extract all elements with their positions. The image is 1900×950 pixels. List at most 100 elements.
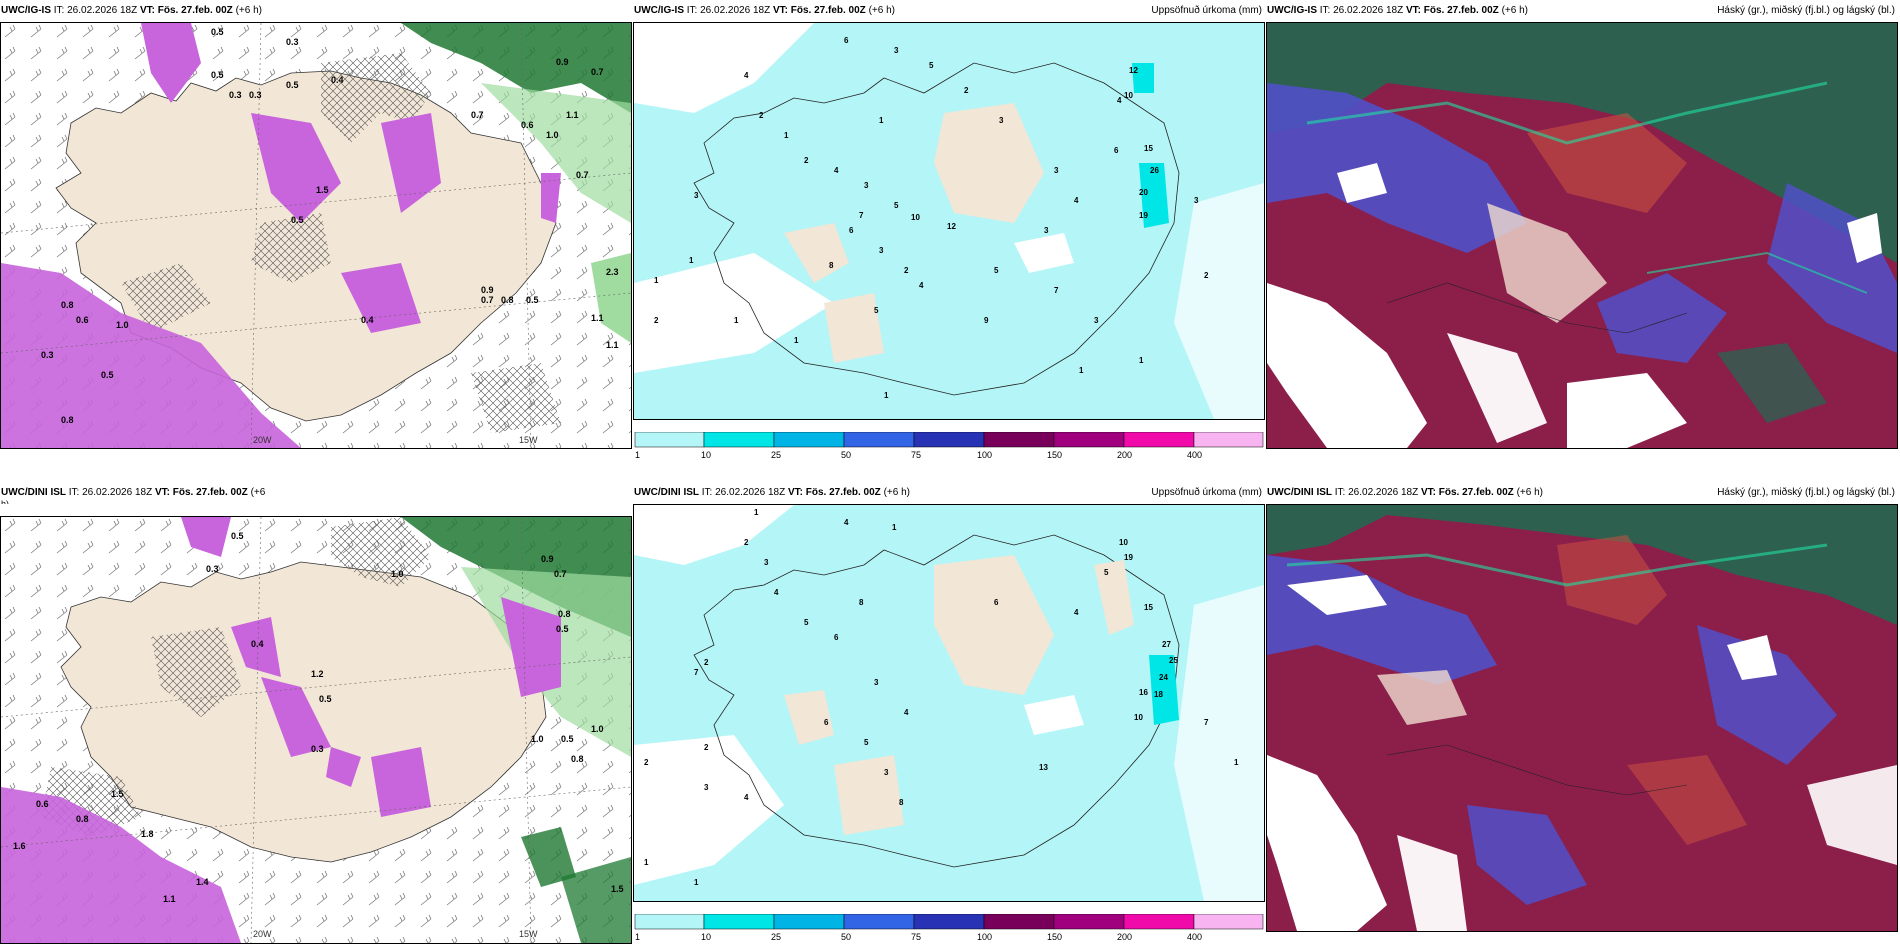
- panel-ig-is-wind-precip: UWC/IG-IS IT: 26.02.2026 18Z VT: Fös. 27…: [0, 0, 632, 465]
- colorbar-labels: 1 10 25 50 75 100 150 200 400: [635, 932, 1202, 942]
- svg-text:24: 24: [1159, 673, 1168, 682]
- vt-label: VT:: [772, 5, 788, 16]
- model-name: UWC/DINI ISL: [1267, 487, 1332, 498]
- panel-header: UWC/IG-IS IT: 26.02.2026 18Z VT: Fös. 27…: [0, 0, 632, 22]
- issue-time: 26.02.2026 18Z: [715, 487, 786, 498]
- map-value-labels: 0.5 0.3 0.5 0.3 0.3 0.5 0.4 0.7 1.1 0.9 …: [41, 27, 619, 425]
- svg-text:1: 1: [635, 932, 640, 942]
- svg-text:1.4: 1.4: [196, 877, 209, 887]
- svg-text:0.8: 0.8: [558, 609, 571, 619]
- panel-header: UWC/IG-IS IT: 26.02.2026 18Z VT: Fös. 27…: [1266, 0, 1898, 22]
- svg-text:4: 4: [844, 518, 849, 527]
- svg-text:10: 10: [701, 932, 711, 942]
- svg-text:3: 3: [879, 246, 884, 255]
- issue-time: 26.02.2026 18Z: [82, 487, 153, 498]
- svg-text:2: 2: [1204, 271, 1209, 280]
- svg-text:9: 9: [984, 316, 989, 325]
- lon-label-15w: 15W: [519, 929, 538, 939]
- svg-text:5: 5: [994, 266, 999, 275]
- svg-text:2: 2: [644, 758, 649, 767]
- svg-text:10: 10: [1119, 538, 1128, 547]
- svg-text:400: 400: [1187, 450, 1202, 460]
- precip-colorbar: 1 10 25 50 75 100 150 200 400: [633, 914, 1265, 944]
- map-area[interactable]: 1 4 1 2 3 4 5 6 7 8 2 3 4 5 3 6 8 10 15 …: [633, 504, 1265, 902]
- svg-text:0.3: 0.3: [249, 90, 262, 100]
- svg-text:1.0: 1.0: [546, 130, 559, 140]
- svg-text:0.9: 0.9: [481, 285, 494, 295]
- svg-text:4: 4: [919, 281, 924, 290]
- svg-text:4: 4: [834, 166, 839, 175]
- map-area[interactable]: 6 3 5 4 3 1 2 1 2 4 3 5 6 3 2 4 5 8 7 10: [633, 22, 1265, 420]
- svg-text:3: 3: [1094, 316, 1099, 325]
- svg-text:6: 6: [1114, 146, 1119, 155]
- issue-time: 26.02.2026 18Z: [67, 5, 138, 16]
- svg-text:0.9: 0.9: [541, 554, 554, 564]
- valid-time: Fös. 27.feb. 00Z: [1423, 5, 1499, 16]
- svg-text:400: 400: [1187, 932, 1202, 942]
- panel-dini-accum-precip: UWC/DINI ISL IT: 26.02.2026 18Z VT: Fös.…: [633, 482, 1265, 947]
- lon-label-20w: 20W: [253, 435, 272, 445]
- panel-header: UWC/DINI ISL IT: 26.02.2026 18Z VT: Fös.…: [0, 482, 632, 504]
- map-area[interactable]: [1266, 22, 1898, 449]
- svg-text:4: 4: [1074, 196, 1079, 205]
- svg-text:25: 25: [771, 932, 781, 942]
- svg-text:1.0: 1.0: [116, 320, 129, 330]
- svg-text:4: 4: [1074, 608, 1079, 617]
- svg-text:0.7: 0.7: [576, 170, 589, 180]
- svg-text:1.0: 1.0: [591, 724, 604, 734]
- svg-text:0.5: 0.5: [211, 70, 224, 80]
- svg-text:3: 3: [864, 181, 869, 190]
- svg-text:4: 4: [774, 588, 779, 597]
- svg-text:1: 1: [644, 858, 649, 867]
- lead-time: (+6 h): [1501, 5, 1528, 16]
- svg-text:1.5: 1.5: [111, 789, 124, 799]
- svg-text:1: 1: [1139, 356, 1144, 365]
- svg-text:50: 50: [841, 450, 851, 460]
- svg-text:1: 1: [654, 276, 659, 285]
- svg-text:0.6: 0.6: [36, 799, 49, 809]
- issue-time: 26.02.2026 18Z: [1348, 487, 1419, 498]
- svg-text:1: 1: [635, 450, 640, 460]
- svg-text:0.5: 0.5: [561, 734, 574, 744]
- map-area[interactable]: 20W 15W 0.5 0.3 0.5 0.3 0.3 0.5 0.4 0.7 …: [0, 22, 632, 449]
- valid-time: Fös. 27.feb. 00Z: [172, 487, 248, 498]
- svg-text:1.1: 1.1: [591, 313, 604, 323]
- svg-text:1: 1: [1234, 758, 1239, 767]
- colorbar-swatches: [634, 432, 1264, 448]
- vt-label: VT:: [1420, 487, 1436, 498]
- lead-time: (+6 h): [235, 5, 262, 16]
- svg-text:2: 2: [904, 266, 909, 275]
- svg-text:0.9: 0.9: [556, 57, 569, 67]
- iceland-outline: [693, 62, 1180, 396]
- svg-text:1: 1: [879, 116, 884, 125]
- map-area[interactable]: 20W 15W 0.5 0.3 1.0 0.9 0.7 0.8 0.5 0.4 …: [0, 516, 632, 944]
- svg-text:7: 7: [859, 211, 864, 220]
- svg-text:0.5: 0.5: [291, 215, 304, 225]
- map-svg: 1 4 1 2 3 4 5 6 7 8 2 3 4 5 3 6 8 10 15 …: [634, 505, 1264, 901]
- svg-text:2: 2: [744, 538, 749, 547]
- svg-text:1.5: 1.5: [316, 185, 329, 195]
- svg-text:1: 1: [784, 131, 789, 140]
- svg-text:10: 10: [1124, 91, 1133, 100]
- svg-text:1: 1: [892, 523, 897, 532]
- it-label: IT:: [686, 5, 698, 16]
- svg-text:10: 10: [911, 213, 920, 222]
- it-label: IT:: [1334, 487, 1346, 498]
- svg-text:1.0: 1.0: [531, 734, 544, 744]
- svg-text:19: 19: [1124, 553, 1133, 562]
- map-area[interactable]: [1266, 504, 1898, 932]
- it-label: IT:: [1319, 5, 1331, 16]
- svg-text:0.8: 0.8: [76, 814, 89, 824]
- svg-text:0.3: 0.3: [206, 564, 219, 574]
- svg-text:150: 150: [1047, 450, 1062, 460]
- svg-text:2: 2: [759, 111, 764, 120]
- svg-text:15: 15: [1144, 144, 1153, 153]
- svg-text:3: 3: [884, 768, 889, 777]
- svg-text:0.7: 0.7: [481, 295, 494, 305]
- svg-text:1: 1: [734, 316, 739, 325]
- field-name: Háský (gr.), miðský (fj.bl.) og lágský (…: [1717, 5, 1895, 16]
- model-name: UWC/IG-IS: [1, 5, 51, 16]
- svg-text:12: 12: [947, 222, 956, 231]
- svg-text:1.8: 1.8: [141, 829, 154, 839]
- svg-text:5: 5: [874, 306, 879, 315]
